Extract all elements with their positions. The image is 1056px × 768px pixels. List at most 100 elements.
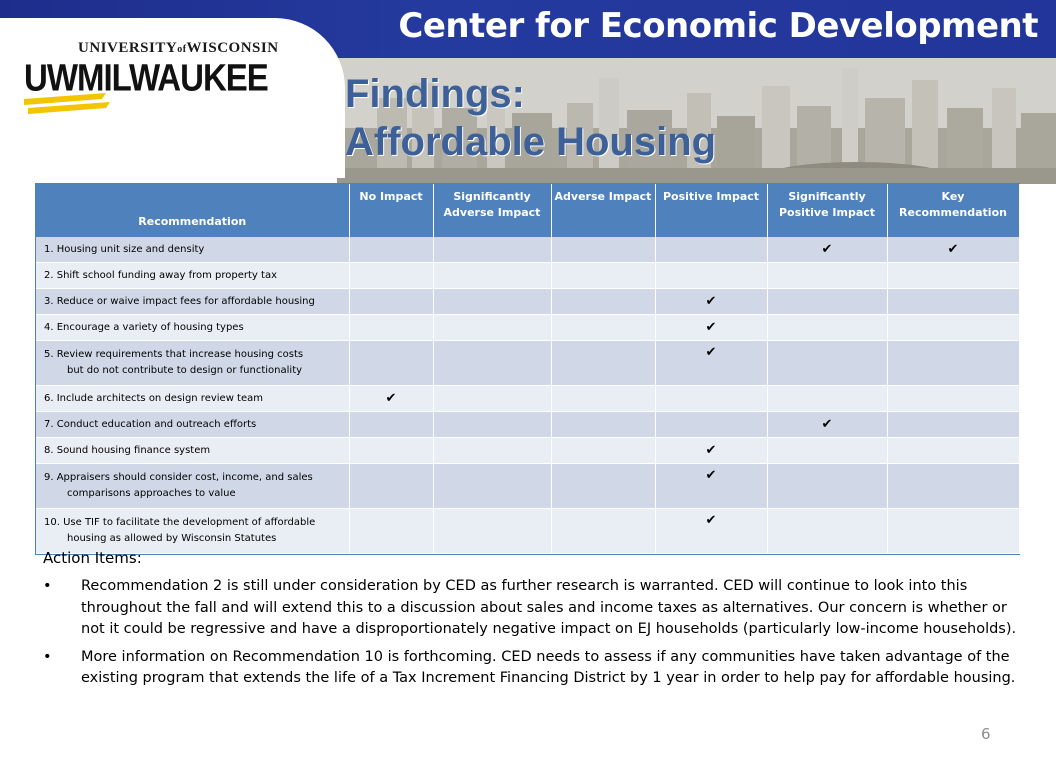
checkmark-cell-sig-positive xyxy=(767,288,888,315)
checkmark-cell-sig-positive xyxy=(767,508,888,554)
header-key-recommendation: Key Recommendation xyxy=(887,184,1020,237)
checkmark-cell-sig-adverse xyxy=(433,237,552,263)
checkmark-cell-positive: ✔ xyxy=(655,340,768,386)
checkmark-cell-sig-positive: ✔ xyxy=(767,237,888,263)
recommendation-text: 5. Review requirements that increase hou… xyxy=(44,349,304,360)
checkmark-cell-adverse xyxy=(551,262,656,289)
recommendation-text: 4. Encourage a variety of housing types xyxy=(44,321,244,333)
header-positive: Positive Impact xyxy=(655,184,768,237)
checkmark-cell-sig-positive xyxy=(767,437,888,464)
checkmark-cell-sig-positive: ✔ xyxy=(767,411,888,438)
header-title: Center for Economic Development xyxy=(398,6,1038,46)
findings-table: Recommendation No Impact Significantly A… xyxy=(35,183,1020,555)
checkmark-cell-positive xyxy=(655,237,768,263)
action-item: • Recommendation 2 is still under conside… xyxy=(43,576,1033,641)
bullet-icon: • xyxy=(43,648,52,665)
checkmark-cell-sig-adverse xyxy=(433,340,552,386)
checkmark-cell-adverse xyxy=(551,237,656,263)
checkmark-cell-key xyxy=(887,508,1020,554)
checkmark-cell-sig-adverse xyxy=(433,314,552,341)
page-title: Findings: Affordable Housing xyxy=(345,70,716,166)
checkmark-cell-adverse xyxy=(551,385,656,412)
skyline-photo xyxy=(337,58,1056,184)
checkmark-cell-sig-positive xyxy=(767,463,888,509)
table-row: 4. Encourage a variety of housing types ✔ xyxy=(36,314,1020,341)
recommendation-cell: 5. Review requirements that increase hou… xyxy=(36,340,350,386)
checkmark-cell-sig-adverse xyxy=(433,288,552,315)
action-items-list: • Recommendation 2 is still under conside… xyxy=(43,576,1033,696)
header-significantly-positive: Significantly Positive Impact xyxy=(767,184,888,237)
checkmark-cell-no-impact: ✔ xyxy=(349,385,434,412)
action-item-text: Recommendation 2 is still under consider… xyxy=(81,578,1017,637)
checkmark-icon: ✔ xyxy=(705,468,717,483)
action-item-text: More information on Recommendation 10 is… xyxy=(81,648,1016,687)
bullet-icon: • xyxy=(43,578,52,594)
recommendation-text: 9. Appraisers should consider cost, inco… xyxy=(44,472,313,483)
checkmark-cell-key xyxy=(887,385,1020,412)
table-row: 1. Housing unit size and density ✔ ✔ xyxy=(36,237,1020,263)
checkmark-cell-sig-positive xyxy=(767,262,888,289)
checkmark-cell-no-impact xyxy=(349,437,434,464)
checkmark-cell-key xyxy=(887,437,1020,464)
recommendation-cell: 7. Conduct education and outreach effort… xyxy=(36,411,350,438)
checkmark-cell-key xyxy=(887,463,1020,509)
checkmark-cell-positive xyxy=(655,262,768,289)
table-row: 7. Conduct education and outreach effort… xyxy=(36,411,1020,438)
header-significantly-adverse: Significantly Adverse Impact xyxy=(433,184,552,237)
university-logo-text: UNIVERSITYofWISCONSIN xyxy=(78,40,279,56)
recommendation-text: 10. Use TIF to facilitate the developmen… xyxy=(44,517,316,528)
header-no-impact: No Impact xyxy=(349,184,434,237)
table-row: 5. Review requirements that increase hou… xyxy=(36,340,1020,386)
table-row: 10. Use TIF to facilitate the developmen… xyxy=(36,508,1020,554)
checkmark-cell-positive: ✔ xyxy=(655,288,768,315)
table-body: 1. Housing unit size and density ✔ ✔ 2. Shi… xyxy=(36,237,1020,554)
checkmark-icon: ✔ xyxy=(705,442,717,458)
checkmark-cell-adverse xyxy=(551,340,656,386)
header-adverse: Adverse Impact xyxy=(551,184,656,237)
checkmark-cell-sig-positive xyxy=(767,314,888,341)
checkmark-cell-sig-adverse xyxy=(433,508,552,554)
checkmark-cell-no-impact xyxy=(349,411,434,438)
checkmark-cell-key xyxy=(887,314,1020,341)
table-row: 2. Shift school funding away from proper… xyxy=(36,262,1020,289)
checkmark-cell-sig-adverse xyxy=(433,463,552,509)
recommendation-cell: 6. Include architects on design review t… xyxy=(36,385,350,412)
page-title-line-2: Affordable Housing xyxy=(345,120,717,164)
page-title-line-1: Findings: xyxy=(345,72,525,116)
checkmark-cell-sig-adverse xyxy=(433,411,552,438)
skyline-image xyxy=(337,58,1056,184)
checkmark-icon: ✔ xyxy=(821,241,833,257)
table-row: 8. Sound housing finance system ✔ xyxy=(36,437,1020,464)
checkmark-cell-adverse xyxy=(551,411,656,438)
checkmark-cell-no-impact xyxy=(349,314,434,341)
checkmark-icon: ✔ xyxy=(705,293,717,309)
recommendation-text-continued: but do not contribute to design or funct… xyxy=(67,365,303,376)
checkmark-cell-positive: ✔ xyxy=(655,463,768,509)
table-row: 6. Include architects on design review t… xyxy=(36,385,1020,412)
checkmark-cell-positive xyxy=(655,385,768,412)
checkmark-cell-sig-adverse xyxy=(433,262,552,289)
action-item: • More information on Recommendation 10 i… xyxy=(43,647,1033,690)
table-header-row: Recommendation No Impact Significantly A… xyxy=(36,184,1020,237)
recommendation-text: 7. Conduct education and outreach effort… xyxy=(44,418,257,430)
checkmark-icon: ✔ xyxy=(821,416,833,432)
recommendation-cell: 9. Appraisers should consider cost, inco… xyxy=(36,463,350,509)
recommendation-text: 1. Housing unit size and density xyxy=(44,243,205,255)
recommendation-cell: 4. Encourage a variety of housing types xyxy=(36,314,350,341)
checkmark-cell-no-impact xyxy=(349,508,434,554)
recommendation-cell: 10. Use TIF to facilitate the developmen… xyxy=(36,508,350,554)
checkmark-icon: ✔ xyxy=(385,390,397,406)
checkmark-cell-adverse xyxy=(551,288,656,315)
header-recommendation: Recommendation xyxy=(36,184,350,237)
recommendation-text: 2. Shift school funding away from proper… xyxy=(44,269,277,281)
checkmark-cell-no-impact xyxy=(349,262,434,289)
checkmark-icon: ✔ xyxy=(705,513,717,528)
checkmark-cell-no-impact xyxy=(349,463,434,509)
table-row: 9. Appraisers should consider cost, inco… xyxy=(36,463,1020,509)
recommendation-cell: 3. Reduce or waive impact fees for affor… xyxy=(36,288,350,315)
checkmark-cell-sig-adverse xyxy=(433,437,552,464)
uwm-logo: UWMILWAUKEE xyxy=(24,56,269,99)
checkmark-cell-sig-positive xyxy=(767,385,888,412)
recommendation-cell: 8. Sound housing finance system xyxy=(36,437,350,464)
checkmark-icon: ✔ xyxy=(705,319,717,335)
